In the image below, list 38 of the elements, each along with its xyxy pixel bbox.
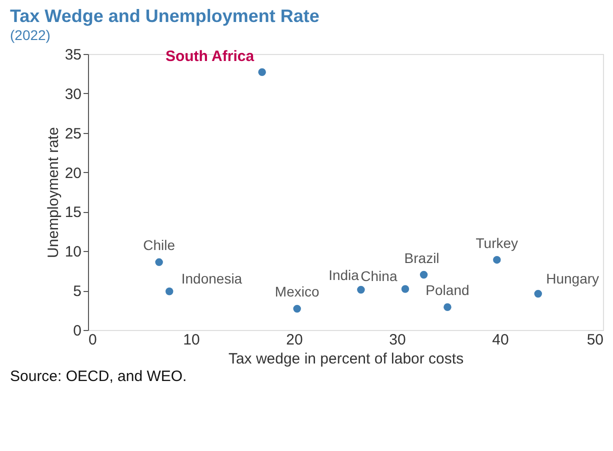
point bbox=[155, 258, 163, 266]
x-tick-label: 30 bbox=[389, 332, 406, 348]
point bbox=[444, 303, 452, 311]
point bbox=[357, 286, 365, 294]
annotation: Chile bbox=[143, 237, 176, 254]
point bbox=[493, 256, 501, 264]
source-note: Source: OECD, and WEO. bbox=[10, 368, 187, 385]
point bbox=[401, 285, 410, 293]
y-tick-label: 5 bbox=[73, 283, 82, 300]
annotation: Poland bbox=[426, 282, 470, 298]
chart-subtitle: (2022) bbox=[10, 27, 50, 43]
x-tick-label: 20 bbox=[286, 332, 303, 348]
annotation: South Africa bbox=[165, 48, 255, 66]
x-axis-title: Tax wedge in percent of labor costs bbox=[228, 350, 464, 368]
annotation: Brazil bbox=[404, 250, 440, 266]
point bbox=[258, 68, 266, 76]
annotation: Hungary bbox=[546, 270, 600, 287]
annotation: Turkey bbox=[476, 234, 518, 251]
y-tick-label: 30 bbox=[64, 86, 82, 103]
annotation: Mexico bbox=[274, 284, 320, 300]
x-tick-label: 0 bbox=[88, 332, 97, 348]
annotation: India bbox=[328, 266, 360, 283]
y-tick-label: 20 bbox=[64, 164, 82, 182]
point bbox=[420, 270, 428, 279]
y-tick-label: 25 bbox=[64, 125, 82, 142]
x-tick-label: 40 bbox=[492, 332, 509, 348]
point bbox=[534, 290, 542, 298]
point bbox=[165, 287, 174, 296]
x-tick-label: 10 bbox=[183, 332, 200, 348]
y-tick-label: 10 bbox=[64, 244, 82, 261]
x-tick-label: 50 bbox=[586, 332, 604, 348]
annotation: China bbox=[360, 268, 398, 284]
y-axis-title: Unemployment rate bbox=[44, 127, 62, 258]
y-tick-label: 35 bbox=[64, 46, 82, 64]
chart-title: Tax Wedge and Unemployment Rate bbox=[10, 6, 320, 26]
annotation: Indonesia bbox=[181, 270, 242, 286]
point bbox=[293, 304, 301, 313]
y-tick-label: 15 bbox=[64, 204, 82, 222]
